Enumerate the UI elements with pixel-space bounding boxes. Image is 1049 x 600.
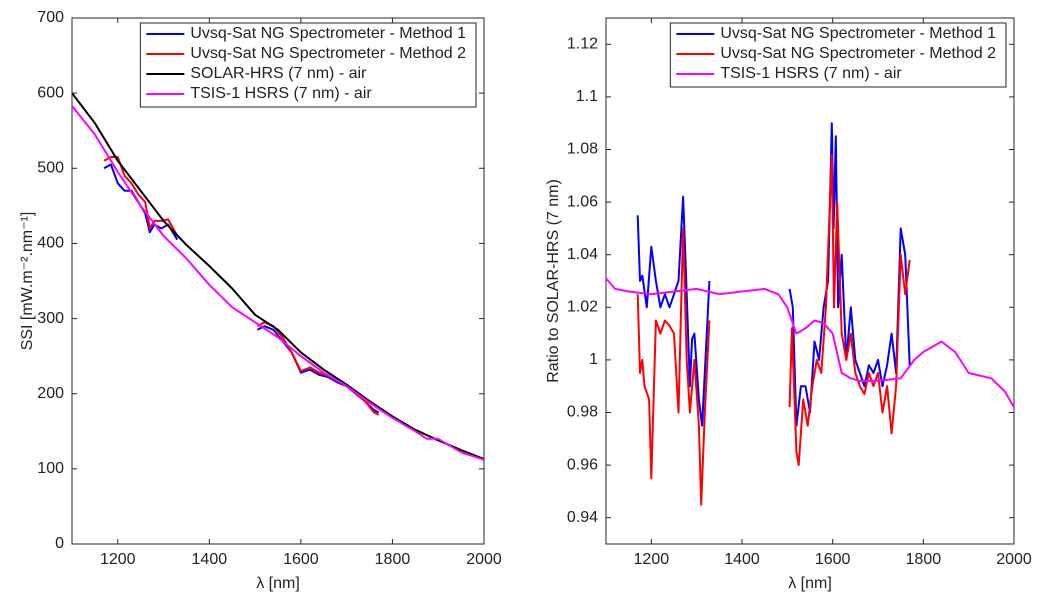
y-tick-label: 600 — [37, 84, 64, 101]
y-tick-label: 100 — [37, 460, 64, 477]
plot-area — [605, 17, 1015, 545]
legend-label: TSIS-1 HSRS (7 nm) - air — [720, 65, 902, 82]
legend: Uvsq-Sat NG Spectrometer - Method 1 Uvsq-… — [139, 22, 477, 108]
y-tick-label: 400 — [37, 235, 64, 252]
x-tick-label: 1200 — [100, 551, 136, 568]
y-tick-label: 0.96 — [567, 456, 598, 473]
y-tick-label: 1.1 — [576, 88, 598, 105]
x-tick-label: 2000 — [466, 551, 502, 568]
y-tick-label: 0.98 — [567, 404, 598, 421]
x-tick-label: 1800 — [906, 551, 942, 568]
series-line — [71, 105, 485, 461]
legend-label: Uvsq-Sat NG Spectrometer - Method 1 — [720, 25, 996, 42]
x-tick-label: 1800 — [375, 551, 411, 568]
x-axis-label: λ [nm] — [256, 575, 300, 592]
y-tick-label: 700 — [37, 9, 64, 26]
series-line — [605, 277, 1015, 408]
legend-label: TSIS-1 HSRS (7 nm) - air — [190, 85, 372, 102]
y-axis-label: SSI [mW.m⁻².nm⁻¹] — [19, 212, 36, 351]
y-tick-label: 500 — [37, 160, 64, 177]
y-tick-label: 1.08 — [567, 141, 598, 158]
legend: Uvsq-Sat NG Spectrometer - Method 1 Uvsq-… — [669, 22, 1007, 88]
x-axis-label: λ [nm] — [788, 575, 832, 592]
legend-label: Uvsq-Sat NG Spectrometer - Method 2 — [190, 45, 466, 62]
legend-box — [139, 22, 477, 108]
y-tick-label: 300 — [37, 310, 64, 327]
y-tick-label: 200 — [37, 385, 64, 402]
x-tick-label: 1600 — [283, 551, 319, 568]
y-tick-label: 1.04 — [567, 246, 598, 263]
x-tick-label: 1400 — [192, 551, 228, 568]
y-tick-label: 1.12 — [567, 36, 598, 53]
x-tick-label: 1200 — [634, 551, 670, 568]
x-tick-label: 2000 — [996, 551, 1032, 568]
legend-label: Uvsq-Sat NG Spectrometer - Method 1 — [190, 25, 466, 42]
y-tick-label: 0.94 — [567, 509, 598, 526]
x-tick-label: 1400 — [724, 551, 760, 568]
legend-label: Uvsq-Sat NG Spectrometer - Method 2 — [720, 45, 996, 62]
y-axis-label: Ratio to SOLAR-HRS (7 nm) — [545, 179, 562, 383]
x-tick-label: 1600 — [815, 551, 851, 568]
y-tick-label: 0 — [55, 535, 64, 552]
series-line — [636, 153, 911, 506]
series-line — [71, 92, 485, 461]
y-tick-label: 1 — [589, 351, 598, 368]
legend-box — [669, 22, 1007, 88]
legend-label: SOLAR-HRS (7 nm) - air — [190, 65, 367, 82]
y-tick-label: 1.02 — [567, 299, 598, 316]
y-tick-label: 1.06 — [567, 193, 598, 210]
